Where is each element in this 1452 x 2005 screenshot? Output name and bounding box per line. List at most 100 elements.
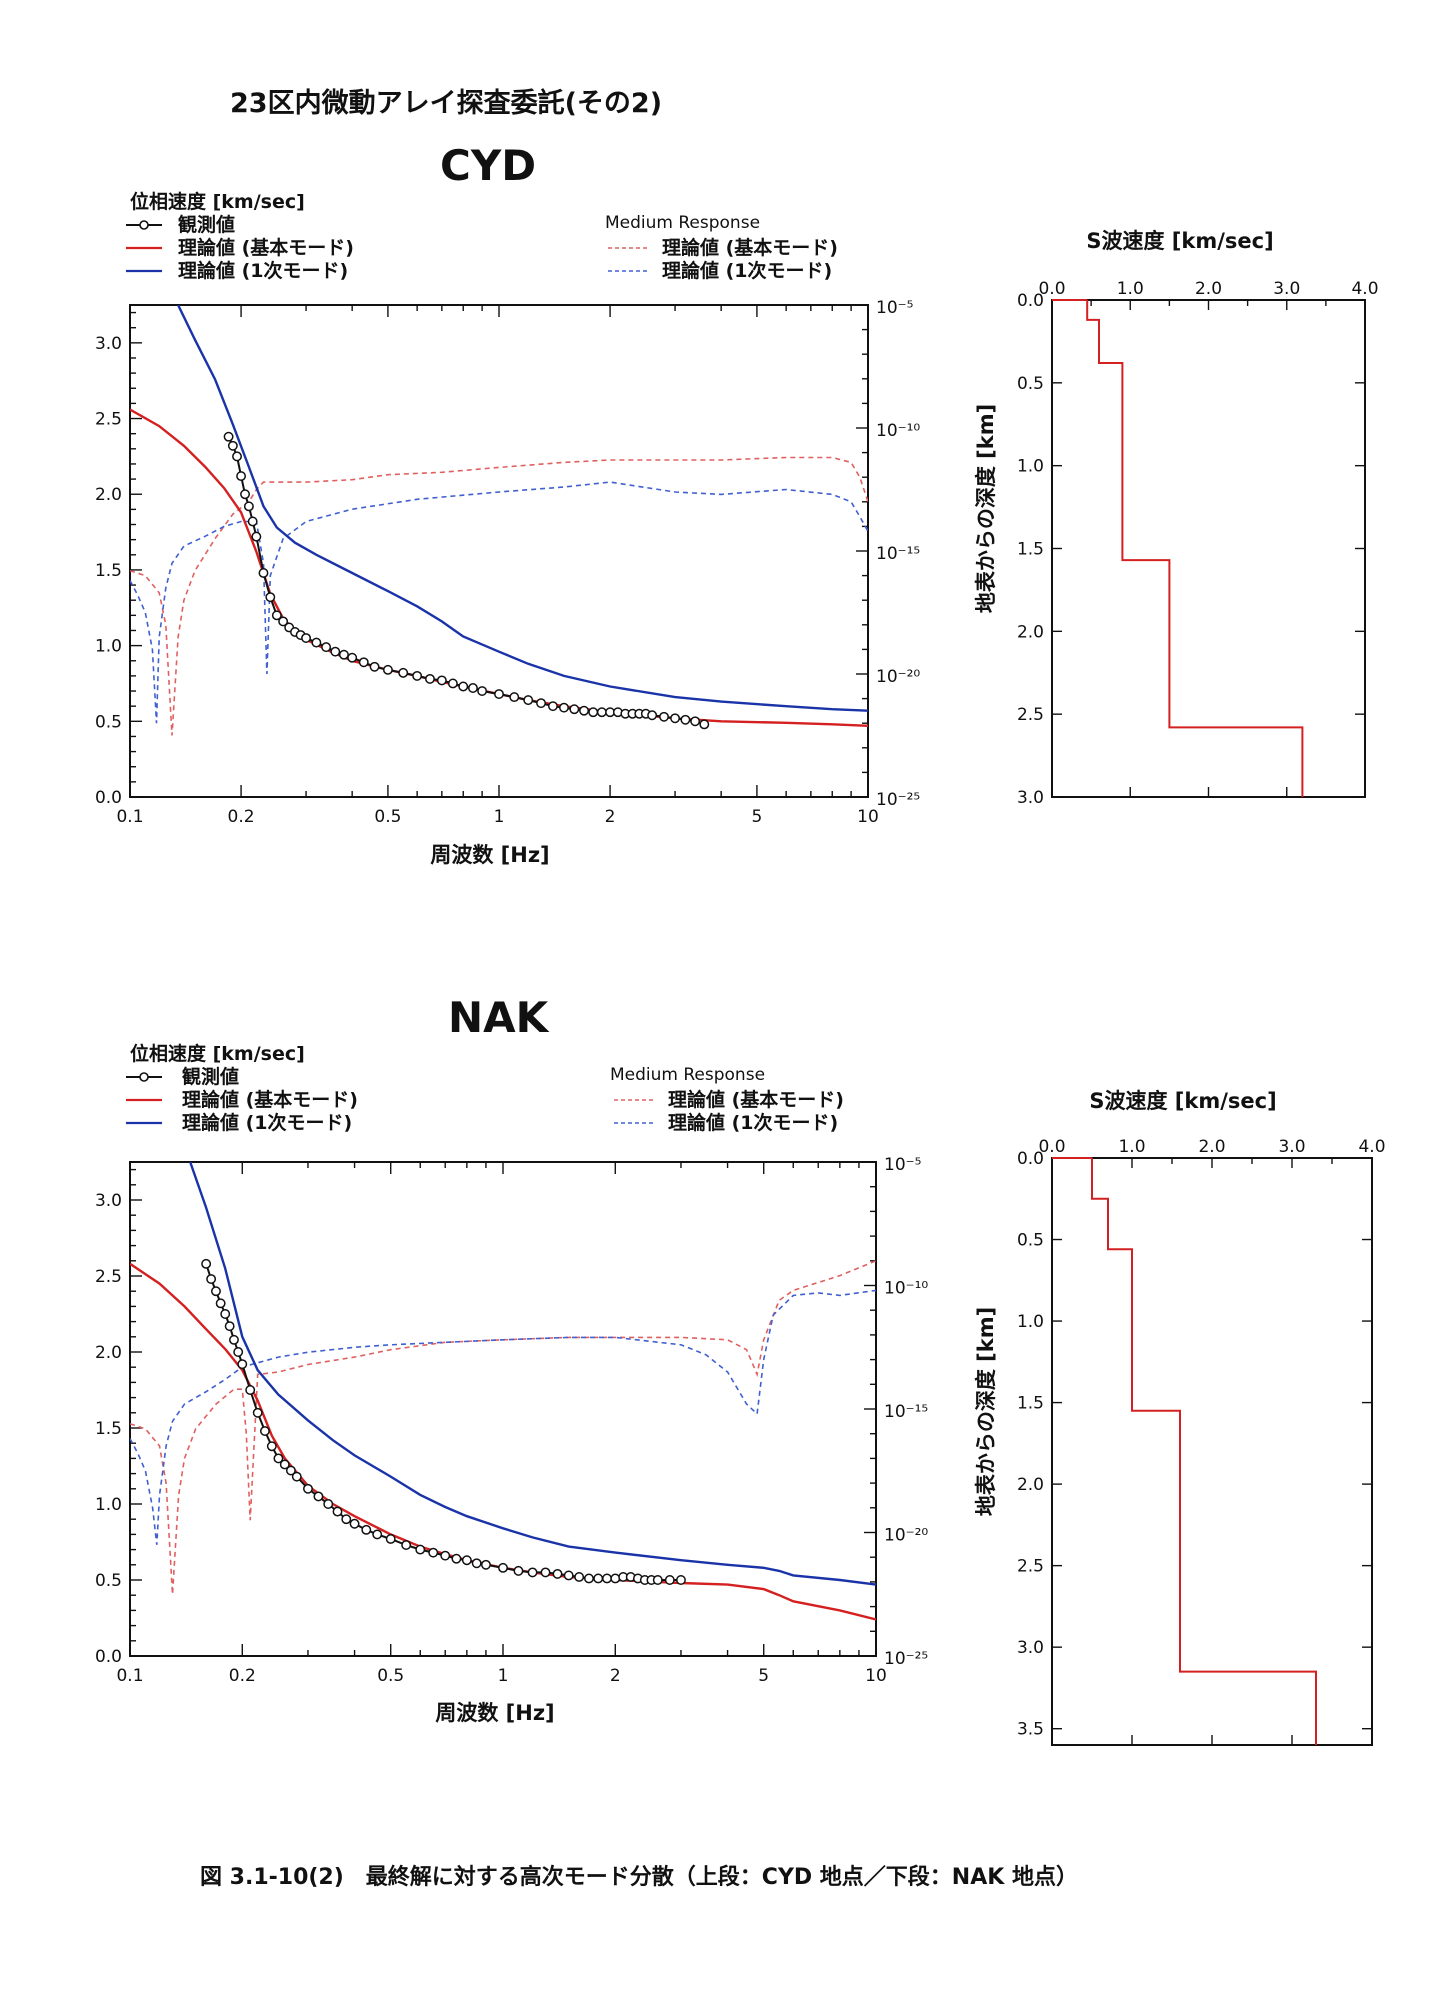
x-tick-label: 5 [752, 807, 763, 827]
x-axis-label: 周波数 [Hz] [435, 1701, 554, 1725]
y-tick-label: 1.0 [95, 637, 122, 657]
observed-point [652, 1575, 663, 1585]
profile-frame [1051, 299, 1366, 798]
observed-point [699, 719, 710, 730]
y2-tick-label: 10⁻¹⁵ [876, 544, 920, 564]
observed-point [425, 673, 435, 684]
depth-axis-label: 地表からの深度 [km] [974, 404, 998, 613]
observed-point [237, 1359, 248, 1370]
observed-point [224, 1321, 235, 1332]
observed-point [251, 531, 262, 542]
observed-point [372, 1529, 383, 1540]
observed-point [676, 1575, 686, 1585]
dispersion-chart-cyd: 0.1 0.2 0.5 1 2 5 10 0.0 0.5 1.0 1.5 2.0 2.5 3.0 10⁻⁵ 1… [95, 298, 920, 867]
observed-point [559, 702, 569, 713]
vs-tick-label: 2.0 [1198, 1137, 1225, 1157]
observed-point [584, 1573, 594, 1584]
observed-point [447, 678, 458, 689]
observed-point [233, 1347, 244, 1357]
observed-point [201, 1258, 212, 1269]
legend-observed-label: 観測値 [178, 213, 235, 236]
observed-point [477, 686, 488, 696]
depth-tick-label: 2.0 [1017, 1475, 1044, 1495]
y2-tick-label: 10⁻¹⁰ [884, 1279, 928, 1299]
y-tick-label: 3.0 [95, 334, 122, 354]
observed-point [330, 646, 341, 657]
legend-mr-fundamental-label: 理論値 (基本モード) [668, 1088, 844, 1111]
x-tick-label: 0.1 [116, 807, 143, 827]
observed-point [291, 1471, 302, 1482]
vs-profile-nak: S波速度 [km/sec] 0.0 1.0 2.0 3.0 4.0 0.0 0.5 1.0 1.5… [974, 1089, 1386, 1746]
vs-tick-label: 4.0 [1351, 279, 1378, 299]
observed-point [349, 1518, 360, 1529]
dispersion-chart-nak: 0.1 0.2 0.5 1 2 5 10 0.0 0.5 1.0 1.5 2.0 2.5 3.0 10⁻⁵ 1… [95, 1155, 928, 1725]
vs-tick-label: 3.0 [1278, 1137, 1305, 1157]
plot-area [130, 1162, 876, 1621]
depth-axis-label: 地表からの深度 [km] [974, 1307, 998, 1516]
vs-profile-line [1086, 300, 1304, 797]
legend-first-label: 理論値 (1次モード) [178, 259, 348, 282]
figure-caption: 図 3.1-10(2) 最終解に対する高次モード分散（上段：CYD 地点／下段：… [200, 1864, 1078, 1890]
observed-point [552, 1568, 563, 1579]
observed-point [227, 440, 238, 451]
observed-point [382, 664, 393, 675]
observed-point [461, 1555, 472, 1566]
x-tick-label: 0.2 [229, 1666, 256, 1686]
observed-line [205, 1263, 681, 1581]
depth-tick-label: 3.0 [1017, 1638, 1044, 1658]
vs-tick-label: 0.0 [1038, 1137, 1065, 1157]
legend-fundamental-label: 理論値 (基本モード) [182, 1088, 358, 1111]
observed-point [415, 1544, 426, 1555]
legend-ylabel: 位相速度 [km/sec] [130, 190, 305, 213]
observed-point [547, 701, 558, 712]
observed-point [659, 711, 669, 722]
vs-tick-label: 1.0 [1117, 279, 1144, 299]
depth-tick-label: 3.0 [1017, 788, 1044, 808]
observed-point [398, 667, 409, 678]
observed-point [215, 1298, 226, 1309]
observed-point [579, 705, 589, 716]
x-tick-label: 0.2 [228, 807, 255, 827]
vs-profile-cyd: S波速度 [km/sec] 0.0 1.0 2.0 3.0 4.0 0.0 0.5 1.0 1.5… [974, 229, 1379, 808]
legend-mr-fundamental-label: 理論値 (基本モード) [662, 236, 838, 259]
y-tick-label: 0.5 [95, 712, 122, 732]
y2-tick-label: 10⁻²⁵ [884, 1649, 928, 1669]
depth-tick-label: 1.5 [1017, 540, 1044, 560]
observed-point [258, 568, 269, 578]
observed-point [347, 652, 358, 663]
x-tick-label: 10 [865, 1666, 887, 1686]
observed-point [540, 1567, 551, 1578]
x-tick-label: 0.5 [374, 807, 401, 827]
observed-point [513, 1565, 524, 1576]
observed-point [494, 689, 504, 700]
observed-point [498, 1562, 508, 1573]
first-mode-line [189, 1162, 876, 1586]
document-title: 23区内微動アレイ探査委託(その2) [230, 87, 662, 119]
observed-point [569, 704, 580, 715]
depth-tick-label: 2.0 [1017, 622, 1044, 642]
legend-medium-response: Medium Response [610, 1065, 765, 1085]
vs-axis-title: S波速度 [km/sec] [1089, 1089, 1276, 1113]
medium-response-first-line [130, 1289, 876, 1545]
observed-point [680, 714, 691, 725]
observed-point [341, 1514, 352, 1525]
observed-point [220, 1309, 231, 1319]
observed-point [279, 1459, 290, 1470]
x-tick-label: 10 [857, 807, 879, 827]
observed-point [536, 698, 546, 709]
legend-cyd: 位相速度 [km/sec] 観測値 理論値 (基本モード) 理論値 (1次モード… [126, 190, 838, 282]
observed-point [647, 710, 658, 721]
y2-tick-label: 10⁻⁵ [876, 298, 913, 318]
observed-point [223, 431, 234, 442]
observed-point [361, 1524, 372, 1535]
vs-tick-label: 3.0 [1273, 279, 1300, 299]
section-nak: NAK 位相速度 [km/sec] 観測値 理論値 (基本モード) 理論値 (1… [95, 993, 1386, 1746]
x-tick-label: 0.1 [116, 1666, 143, 1686]
observed-point [451, 1553, 462, 1564]
depth-tick-label: 0.0 [1017, 1149, 1044, 1169]
x-tick-label: 2 [605, 807, 616, 827]
observed-point [480, 1559, 491, 1570]
observed-point [313, 1491, 324, 1502]
observed-point [285, 1465, 296, 1476]
